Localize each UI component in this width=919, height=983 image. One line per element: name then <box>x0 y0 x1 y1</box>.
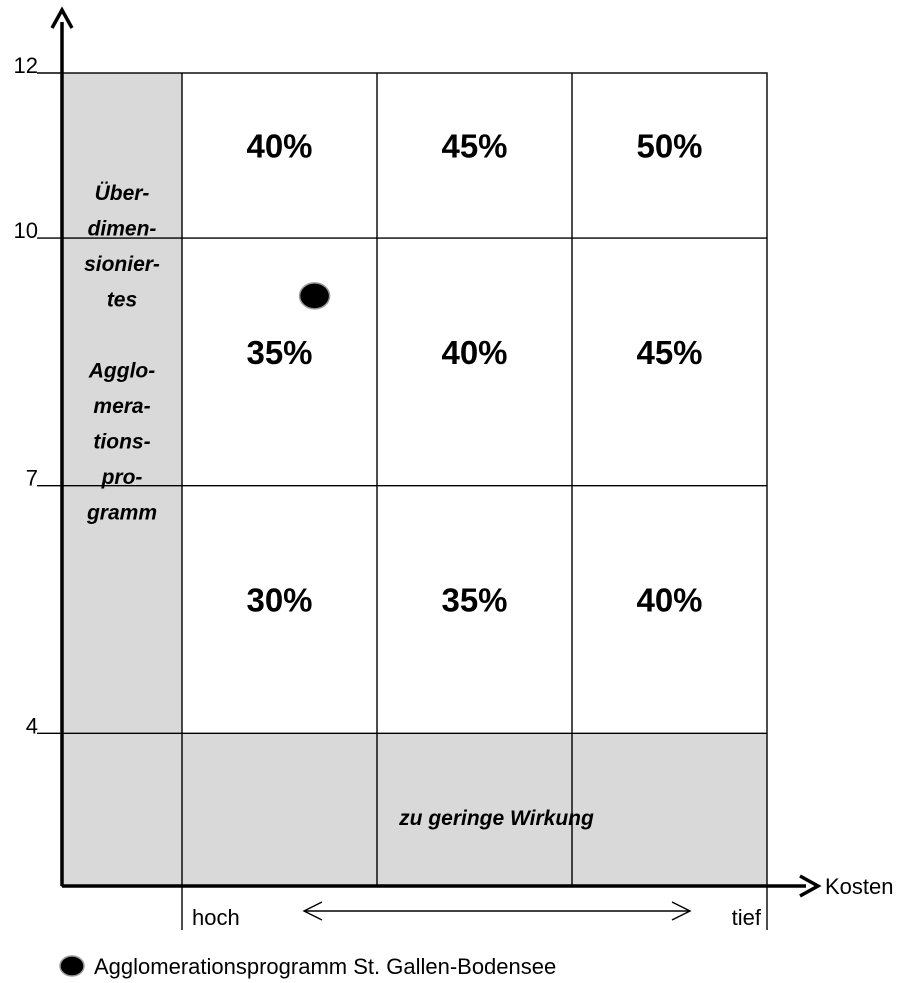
legend-marker <box>59 955 85 977</box>
cell-label: 45% <box>636 334 702 371</box>
shaded-zones <box>62 73 767 886</box>
data-point-marker <box>298 282 331 310</box>
legend-label: Agglomerationsprogramm St. Gallen-Bodens… <box>94 954 556 979</box>
cell-label: 40% <box>636 581 702 618</box>
y-axis-arrowhead <box>50 6 74 29</box>
oversized-zone-label-line: Agglo- <box>88 360 155 383</box>
x-range-arrow-right <box>671 901 692 921</box>
cell-label: 40% <box>441 334 507 371</box>
oversized-zone-label-line: tions- <box>93 431 150 454</box>
oversized-zone-label-line: Über- <box>95 182 150 205</box>
oversized-zone <box>62 73 182 886</box>
cell-label: 30% <box>246 581 312 618</box>
oversized-zone-label-line: dimen- <box>88 218 157 241</box>
oversized-zone-label-line: gramm <box>86 502 157 525</box>
cell-label: 35% <box>246 334 312 371</box>
cell-label: 35% <box>441 581 507 618</box>
x-range-arrow-left <box>302 901 323 921</box>
zone-labels: Über-dimen-sionier-tes Agglo-mera-tions-p… <box>84 182 594 830</box>
cell-label: 45% <box>441 128 507 165</box>
cell-label: 40% <box>246 128 312 165</box>
y-tick-label: 7 <box>26 466 38 491</box>
y-tick-label: 4 <box>26 713 38 738</box>
data-point <box>298 282 331 310</box>
x-low-label: hoch <box>192 905 240 930</box>
legend: Agglomerationsprogramm St. Gallen-Bodens… <box>59 954 556 979</box>
oversized-zone-label-line: tes <box>107 289 137 312</box>
y-tick-label: 10 <box>14 218 38 243</box>
x-axis-label: Kosten <box>825 874 894 899</box>
cell-labels: 40% 45% 50% 35% 40% 45% 30% 35% 40% <box>246 128 702 619</box>
x-high-label: tief <box>732 905 762 930</box>
x-axis-labels: hoch tief <box>181 886 768 930</box>
low-effect-zone <box>182 733 767 886</box>
y-tick-label: 12 <box>14 53 38 78</box>
oversized-zone-label-line: pro- <box>101 466 143 489</box>
cell-label: 50% <box>636 128 702 165</box>
oversized-zone-label-line: sionier- <box>84 253 160 276</box>
axes: Kosten <box>50 6 894 899</box>
oversized-zone-label-line: mera- <box>93 395 150 418</box>
x-axis-arrowhead <box>799 874 822 898</box>
low-effect-zone-label: zu geringe Wirkung <box>398 807 594 830</box>
y-axis-ticks: 4 7 10 12 <box>14 53 62 738</box>
